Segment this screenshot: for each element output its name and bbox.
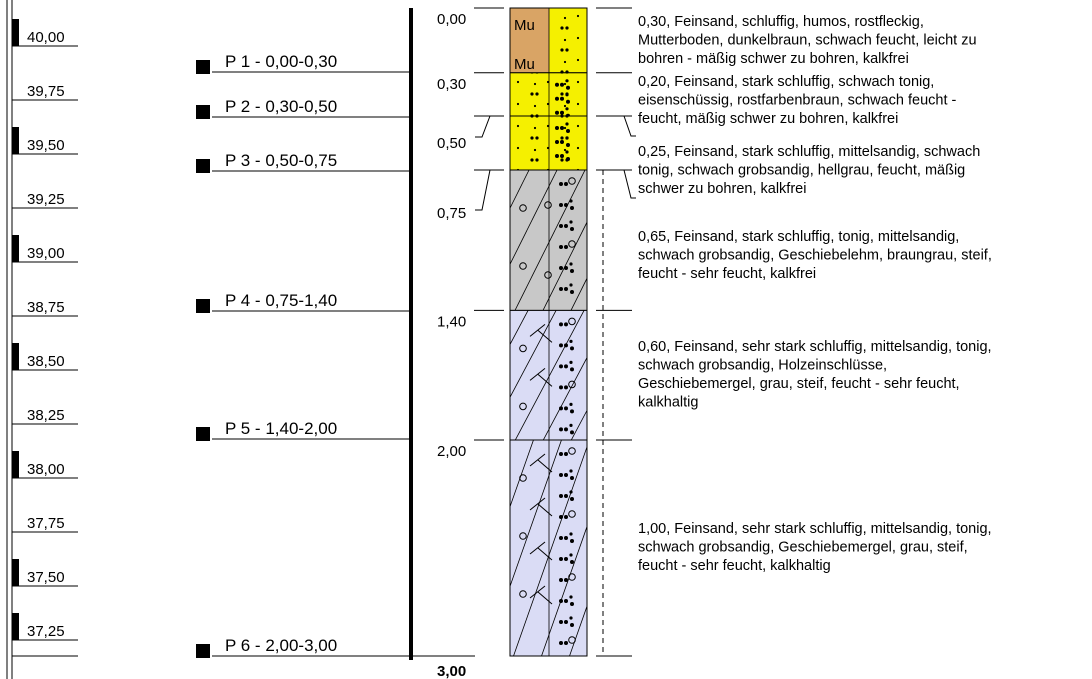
soil-layer <box>509 72 632 117</box>
topsoil-symbol: Mu <box>514 17 535 34</box>
elevation-label: 37,25 <box>27 623 65 640</box>
depth-label: 2,00 <box>437 443 466 460</box>
layer-descriptions: 0,30, Feinsand, schluffig, humos, rostfl… <box>638 14 992 574</box>
layer-description-line: schwer zu bohren, kalkfrei <box>638 181 806 197</box>
elevation-label: 39,50 <box>27 137 65 154</box>
depth-label: 0,00 <box>437 11 466 28</box>
layer-description-line: schwach grobsandig, Geschiebemergel, gra… <box>638 540 968 556</box>
layer-description-line: tonig, schwach grobsandig, hellgrau, feu… <box>638 163 965 179</box>
depth-label: 0,50 <box>437 135 466 152</box>
sample-label: P 6 - 2,00-3,00 <box>225 636 337 655</box>
layer-description-line: feucht - sehr feucht, kalkfrei <box>638 266 816 282</box>
sample-square-icon <box>196 427 210 441</box>
sample-label: P 5 - 1,40-2,00 <box>225 419 337 438</box>
layer-description-line: 0,60, Feinsand, sehr stark schluffig, mi… <box>638 339 992 355</box>
elevation-label: 39,75 <box>27 83 65 100</box>
elevation-label: 37,50 <box>27 569 65 586</box>
layer-description-line: Mutterboden, dunkelbraun, schwach feucht… <box>638 33 977 49</box>
topsoil-symbol: Mu <box>514 56 535 73</box>
depth-label: 0,75 <box>437 205 466 222</box>
layer-description-line: 0,25, Feinsand, stark schluffig, mittels… <box>638 144 980 160</box>
layer-description-line: schwach grobsandig, Holzeinschlüsse, <box>638 358 887 374</box>
layer-description-line: schwach grobsandig, Geschiebelehm, braun… <box>638 248 992 264</box>
layer-description-line: feucht, mäßig schwer zu bohren, kalkfrei <box>638 111 898 127</box>
soil-layer <box>509 309 632 441</box>
sample-label: P 4 - 0,75-1,40 <box>225 291 337 310</box>
elevation-label: 39,25 <box>27 191 65 208</box>
layer-description-line: bohren - mäßig schwer zu bohren, kalkfre… <box>638 51 909 67</box>
depth-labels: 0,00 0,30 0,50 0,75 1,40 2,00 3,00 <box>411 7 504 679</box>
layer-description-line: 0,20, Feinsand, stark schluffig, schwach… <box>638 74 934 90</box>
elevation-label: 38,25 <box>27 407 65 424</box>
layer-description-line: Geschiebemergel, grau, steif, feucht - s… <box>638 376 960 392</box>
sample-label: P 2 - 0,30-0,50 <box>225 97 337 116</box>
depth-label: 3,00 <box>437 663 466 679</box>
soil-layer <box>509 439 632 657</box>
sample-square-icon <box>196 60 210 74</box>
layer-description-line: eisenschüssig, rostfarbenbraun, schwach … <box>638 93 957 109</box>
borehole-column: Mu Mu <box>509 7 636 657</box>
soil-layer <box>509 115 632 171</box>
layer-description-line: 0,65, Feinsand, stark schluffig, tonig, … <box>638 229 959 245</box>
sample-square-icon <box>196 644 210 658</box>
elevation-label: 37,75 <box>27 515 65 532</box>
layer-description-line: feucht - sehr feucht, kalkhaltig <box>638 558 831 574</box>
depth-label: 1,40 <box>437 313 466 330</box>
sample-square-icon <box>196 299 210 313</box>
elevation-label: 38,50 <box>27 353 65 370</box>
elevation-label: 38,75 <box>27 299 65 316</box>
layer-description-line: 1,00, Feinsand, sehr stark schluffig, mi… <box>638 521 992 537</box>
layer-description-line: kalkhaltig <box>638 395 698 411</box>
elevation-label: 38,00 <box>27 461 65 478</box>
sample-square-icon <box>196 105 210 119</box>
sample-label: P 1 - 0,00-0,30 <box>225 52 337 71</box>
sample-square-icon <box>196 159 210 173</box>
layer-description-line: 0,30, Feinsand, schluffig, humos, rostfl… <box>638 14 924 30</box>
soil-layer: Mu Mu <box>509 7 632 74</box>
soil-layer <box>509 169 632 311</box>
sample-markers: P 1 - 0,00-0,30 P 2 - 0,30-0,50 P 3 - 0,50… <box>196 52 411 658</box>
elevation-label: 40,00 <box>27 29 65 46</box>
sample-label: P 3 - 0,50-0,75 <box>225 151 337 170</box>
elevation-label: 39,00 <box>27 245 65 262</box>
depth-label: 0,30 <box>437 76 466 93</box>
elevation-scale: 40,00 39,75 39,50 39,25 39,00 38,75 38,50 38,25… <box>6 0 78 679</box>
